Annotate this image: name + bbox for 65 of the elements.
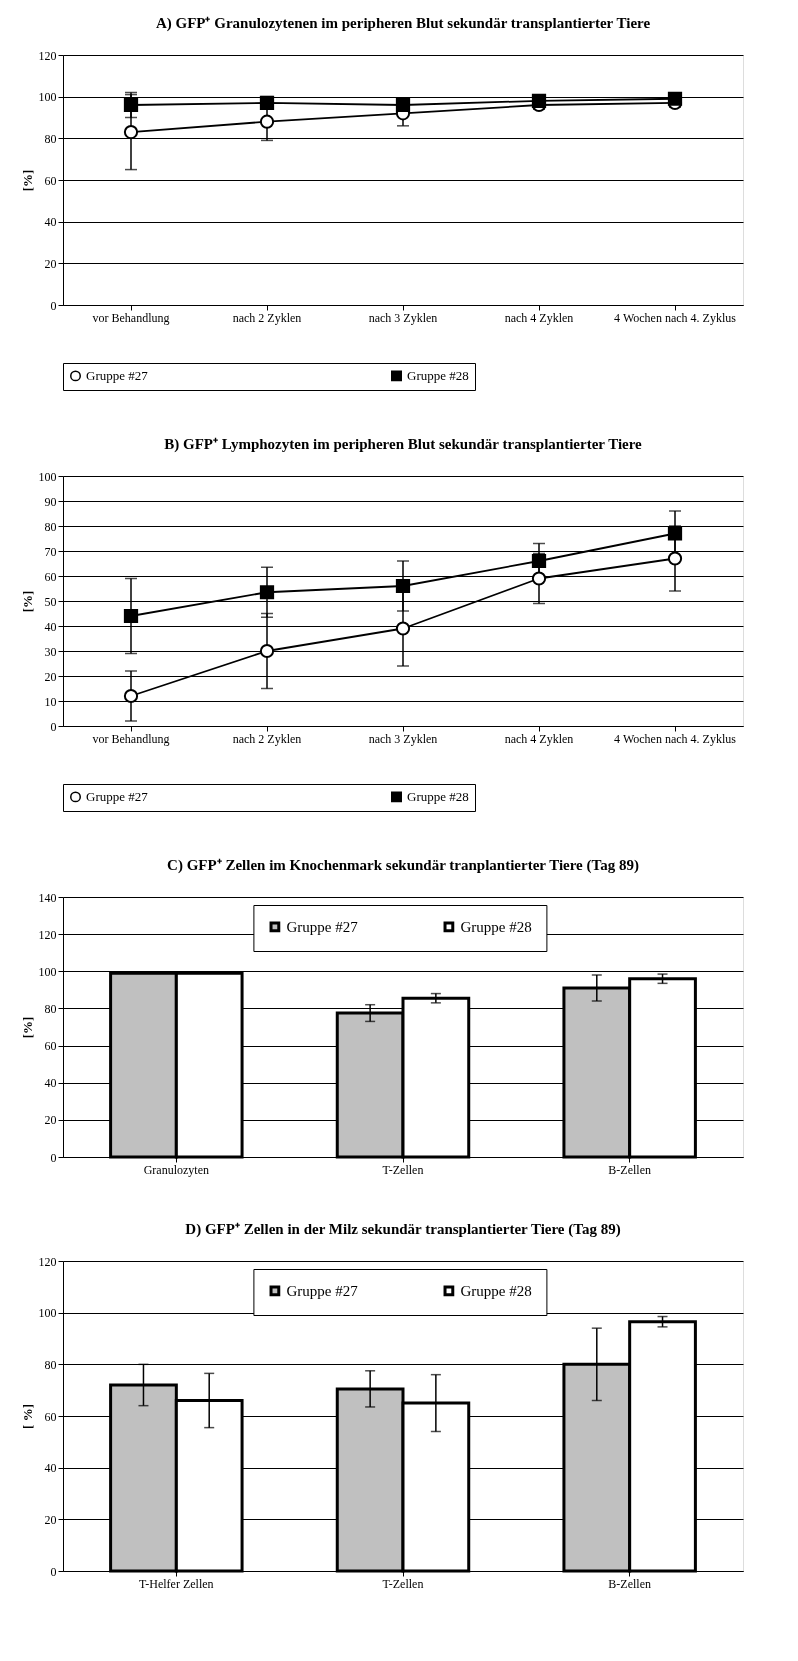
x-tick-label: nach 2 Zyklen (232, 731, 302, 746)
x-tick-label: 4 Wochen nach 4. Zyklus (614, 310, 737, 325)
y-tick-label: 100 (38, 469, 57, 484)
y-tick-label: 0 (50, 1564, 57, 1579)
x-tick-label: nach 2 Zyklen (232, 310, 302, 325)
chart-title: D) GFP⁺ Zellen in der Milz sekundär transplantierter Tiere (Tag 89) (185, 1221, 621, 1238)
y-tick-label: 0 (50, 719, 57, 734)
y-tick-label: 80 (44, 1357, 57, 1372)
x-tick-label: B-Zellen (608, 1576, 651, 1591)
chart-title: A) GFP⁺ Granulozytenen im peripheren Blut sekundär transplantierter Tiere (155, 15, 651, 32)
legend-label: Gruppe #27 (286, 1282, 359, 1299)
legend-label: Gruppe #28 (407, 367, 469, 383)
y-tick-label: 40 (44, 215, 57, 230)
y-tick-label: 10 (44, 694, 57, 709)
y-tick-label: 60 (44, 569, 57, 584)
y-tick-label: 20 (44, 256, 57, 271)
y-tick-label: 80 (44, 519, 57, 534)
y-tick-label: 100 (38, 90, 57, 105)
x-tick-label: 4 Wochen nach 4. Zyklus (614, 731, 737, 746)
y-tick-label: 60 (44, 173, 57, 188)
y-axis-title: [%] (19, 169, 35, 192)
y-axis-title: [%] (19, 590, 35, 613)
x-tick-label: nach 4 Zyklen (504, 310, 574, 325)
y-tick-label: 0 (50, 298, 57, 313)
y-tick-label: 120 (38, 48, 57, 63)
legend-label: Gruppe #28 (460, 1282, 532, 1299)
y-tick-label: 40 (44, 619, 57, 634)
chart-title: C) GFP⁺ Zellen im Knochenmark sekundär tranplantierter Tiere (Tag 89) (167, 857, 639, 874)
y-tick-label: 80 (44, 1001, 57, 1016)
legend-label: Gruppe #27 (86, 788, 149, 804)
y-tick-label: 120 (38, 1254, 57, 1269)
y-tick-label: 20 (44, 669, 57, 684)
x-tick-label: vor Behandlung (92, 310, 170, 325)
x-tick-label: Granulozyten (143, 1162, 209, 1177)
y-tick-label: 100 (38, 964, 57, 979)
legend-label: Gruppe #27 (286, 918, 359, 935)
y-tick-label: 40 (44, 1461, 57, 1476)
x-tick-label: T-Zellen (382, 1576, 424, 1591)
y-axis-title: [ %] (19, 1404, 35, 1429)
y-tick-label: 60 (44, 1409, 57, 1424)
chart-title: B) GFP⁺ Lymphozyten im peripheren Blut sekundär transplantierter Tiere (164, 436, 643, 453)
x-tick-label: T-Helfer Zellen (139, 1576, 214, 1591)
x-tick-label: nach 3 Zyklen (368, 731, 438, 746)
y-tick-label: 70 (44, 544, 57, 559)
x-tick-label: vor Behandlung (92, 731, 170, 746)
y-tick-label: 0 (50, 1150, 57, 1165)
y-tick-label: 90 (44, 494, 57, 509)
legend-label: Gruppe #28 (460, 918, 532, 935)
x-tick-label: nach 4 Zyklen (504, 731, 574, 746)
y-tick-label: 120 (38, 927, 57, 942)
x-tick-label: T-Zellen (382, 1162, 424, 1177)
x-tick-label: nach 3 Zyklen (368, 310, 438, 325)
y-tick-label: 50 (44, 594, 57, 609)
y-tick-label: 100 (38, 1306, 57, 1321)
y-tick-label: 20 (44, 1113, 57, 1128)
x-tick-label: B-Zellen (608, 1162, 651, 1177)
y-tick-label: 140 (38, 890, 57, 905)
y-tick-label: 30 (44, 644, 57, 659)
y-axis-title: [%] (19, 1016, 35, 1039)
legend-label: Gruppe #28 (407, 788, 469, 804)
legend-label: Gruppe #27 (86, 367, 149, 383)
y-tick-label: 80 (44, 131, 57, 146)
y-tick-label: 20 (44, 1512, 57, 1527)
y-tick-label: 60 (44, 1039, 57, 1054)
y-tick-label: 40 (44, 1076, 57, 1091)
